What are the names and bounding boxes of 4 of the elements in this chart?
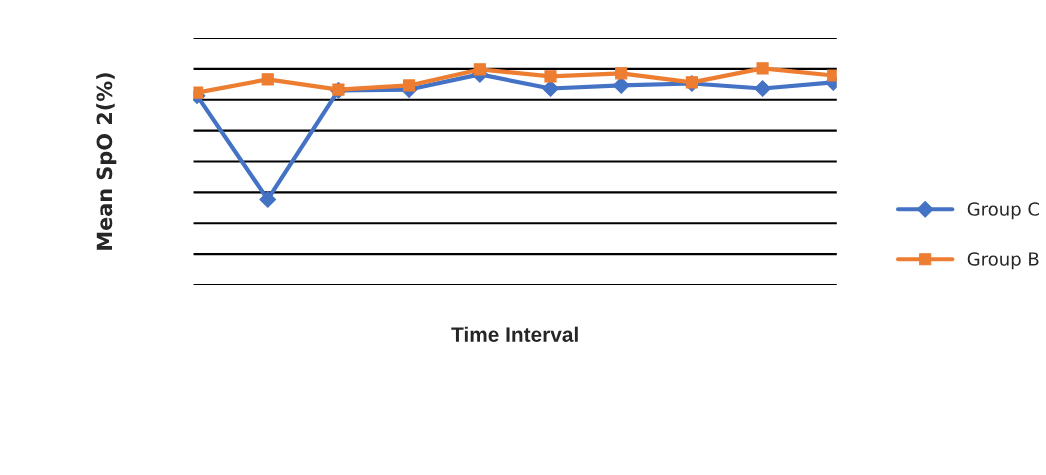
- legend-label: Group C: [967, 202, 1040, 220]
- x-axis-title: Time Interval: [451, 326, 578, 342]
- y-axis-title: Mean SpO 2(%): [96, 73, 117, 250]
- legend-label: Group B: [967, 252, 1039, 270]
